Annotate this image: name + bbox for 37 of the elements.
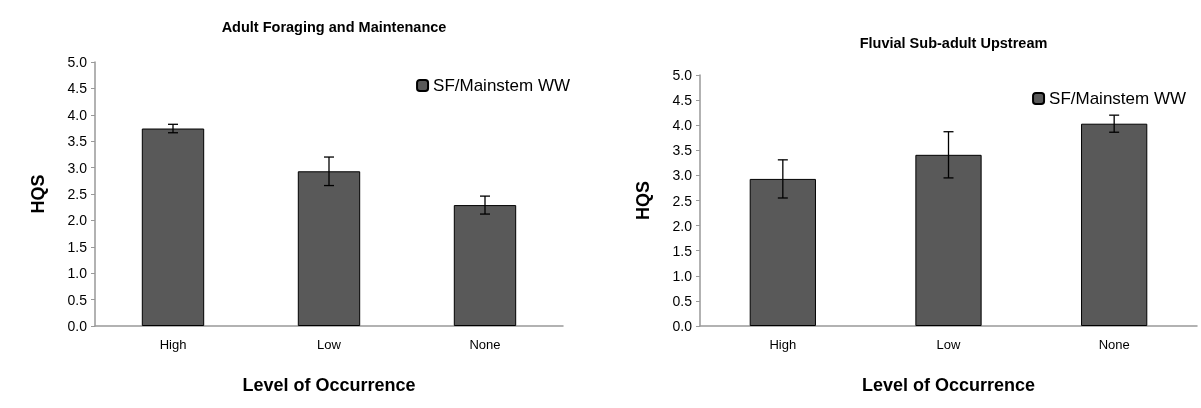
x-axis-title: Level of Occurrence xyxy=(861,375,1036,395)
y-tick-label: 0.0 xyxy=(672,318,693,334)
y-tick-label: 3.5 xyxy=(67,133,88,150)
y-axis-title: HQS xyxy=(28,174,48,214)
chart-title: Adult Foraging and Maintenance xyxy=(221,18,447,35)
y-tick-label: 2.5 xyxy=(67,186,88,202)
y-tick-label: 3.5 xyxy=(672,142,693,159)
y-axis-title: HQS xyxy=(633,180,653,221)
y-tick-label: 4.0 xyxy=(672,117,693,134)
y-tick-label: 4.5 xyxy=(67,80,88,97)
y-tick-label: 1.0 xyxy=(672,267,693,284)
y-tick-label: 0.5 xyxy=(672,292,693,309)
y-tick-label: 0.5 xyxy=(67,291,88,308)
y-tick-label: 2.0 xyxy=(67,212,88,229)
y-tick-label: 2.5 xyxy=(672,192,693,209)
x-axis-title: Level of Occurrence xyxy=(242,375,416,395)
x-tick-label: Low xyxy=(936,337,962,352)
y-tick-label: 1.0 xyxy=(67,265,88,282)
x-tick-label: None xyxy=(1098,337,1130,352)
x-tick-label: None xyxy=(469,337,501,352)
y-tick-label: 5.0 xyxy=(672,67,693,83)
y-tick-label: 1.5 xyxy=(672,242,693,259)
chart-title: Fluvial Sub-adult Upstream xyxy=(859,34,1048,51)
x-tick-label: High xyxy=(159,337,187,352)
y-tick-label: 2.0 xyxy=(672,217,693,234)
x-tick-label: High xyxy=(769,337,797,352)
y-tick-label: 4.5 xyxy=(672,92,693,109)
legend-label: SF/Mainstem WW xyxy=(1049,89,1187,108)
legend-label: SF/Mainstem WW xyxy=(433,76,571,95)
y-tick-label: 1.5 xyxy=(67,238,88,255)
bar xyxy=(141,128,205,326)
y-tick-label: 3.0 xyxy=(672,167,693,184)
y-tick-label: 0.0 xyxy=(67,318,88,334)
x-tick-label: Low xyxy=(317,337,342,352)
y-tick-label: 5.0 xyxy=(67,54,88,70)
y-tick-label: 4.0 xyxy=(67,106,88,123)
y-tick-label: 3.0 xyxy=(67,159,88,176)
